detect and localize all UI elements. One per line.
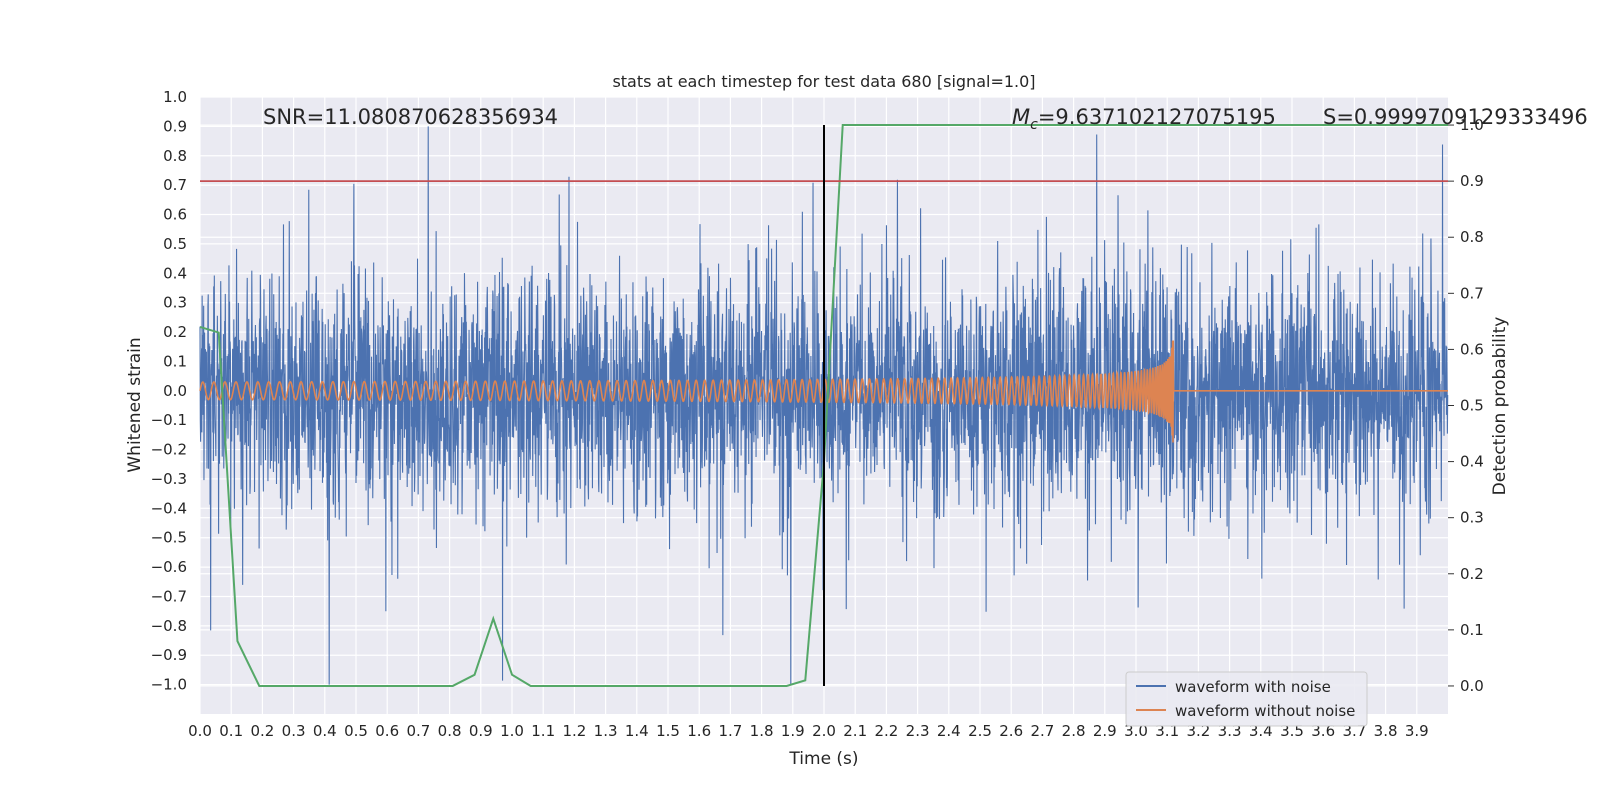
x-tick-label: 0.8 (438, 722, 462, 740)
y-tick-label: 0.1 (163, 352, 187, 370)
legend-box (1125, 671, 1368, 727)
chirp-mass-value: =9.637102127075195 (1038, 105, 1276, 129)
x-tick-label: 0.9 (469, 722, 493, 740)
y-tick-label: −0.5 (151, 529, 187, 547)
x-tick-label: 2.5 (968, 722, 992, 740)
y-axis-label: Whitened strain (125, 337, 145, 472)
x-tick-label: 1.3 (594, 722, 618, 740)
y-tick-label: 0.9 (163, 117, 187, 135)
chart-title: stats at each timestep for test data 680… (612, 72, 1035, 91)
x-tick-label: 1.7 (718, 722, 742, 740)
y-tick-label: −0.1 (151, 411, 187, 429)
x-tick-label: 1.0 (500, 722, 524, 740)
y-tick-label: 0.3 (163, 294, 187, 312)
y-tick-label: −1.0 (151, 676, 187, 694)
x-tick-label: 1.8 (750, 722, 774, 740)
x-tick-label: 2.8 (1062, 722, 1086, 740)
y-tick-label: −0.6 (151, 558, 187, 576)
legend-label-chirp: waveform without noise (1175, 702, 1355, 720)
x-tick-label: 1.6 (687, 722, 711, 740)
x-tick-label: 0.7 (406, 722, 430, 740)
y-tick-label: 0.0 (163, 382, 187, 400)
y2-tick-label: 0.6 (1460, 340, 1484, 358)
y-tick-label: 0.2 (163, 323, 187, 341)
x-tick-label: 2.1 (843, 722, 867, 740)
y2-tick-label: 1.0 (1460, 116, 1484, 134)
x-tick-label: 0.0 (188, 722, 212, 740)
x-tick-label: 1.9 (781, 722, 805, 740)
y2-tick-label: 0.8 (1460, 228, 1484, 246)
y2-tick-label: 0.9 (1460, 172, 1484, 190)
s-annotation: S=0.9999709129333496 (1323, 105, 1588, 129)
chirp-mass-subscript: c (1030, 117, 1038, 133)
x-tick-label: 3.8 (1374, 722, 1398, 740)
y-tick-label: −0.3 (151, 470, 187, 488)
y-tick-label: 0.8 (163, 147, 187, 165)
x-tick-label: 3.9 (1405, 722, 1429, 740)
y-tick-label: 0.4 (163, 264, 187, 282)
x-tick-label: 2.3 (906, 722, 930, 740)
y2-axis-ticks: 1.0 0.9 0.8 0.7 0.6 0.5 0.4 0.3 0.2 0.1 0.0 (1448, 116, 1484, 695)
x-axis-label: Time (s) (788, 749, 858, 769)
x-tick-label: 2.2 (874, 722, 898, 740)
x-tick-label: 2.4 (937, 722, 961, 740)
x-tick-label: 0.3 (282, 722, 306, 740)
y-tick-label: −0.2 (151, 441, 187, 459)
x-tick-label: 1.5 (656, 722, 680, 740)
y-tick-label: 1.0 (163, 88, 187, 106)
y2-tick-label: 0.7 (1460, 284, 1484, 302)
y-tick-label: −0.4 (151, 499, 187, 517)
y2-tick-label: 0.4 (1460, 453, 1484, 471)
y-tick-label: 0.5 (163, 235, 187, 253)
y-tick-label: −0.7 (151, 587, 187, 605)
legend-label-noise: waveform with noise (1175, 678, 1331, 696)
y-tick-label: −0.8 (151, 617, 187, 635)
x-tick-label: 0.5 (344, 722, 368, 740)
y-tick-label: −0.9 (151, 646, 187, 664)
x-tick-label: 1.4 (625, 722, 649, 740)
y-tick-label: 0.7 (163, 176, 187, 194)
x-tick-label: 1.2 (562, 722, 586, 740)
overlays-layer (200, 125, 1448, 686)
chirp-mass-symbol: M (1012, 105, 1030, 129)
x-tick-label: 0.4 (313, 722, 337, 740)
x-tick-label: 2.6 (999, 722, 1023, 740)
x-tick-label: 0.6 (375, 722, 399, 740)
x-tick-label: 1.1 (531, 722, 555, 740)
x-tick-label: 0.1 (219, 722, 243, 740)
x-tick-label: 2.9 (1093, 722, 1117, 740)
y2-tick-label: 0.5 (1460, 397, 1484, 415)
y2-tick-label: 0.1 (1460, 621, 1484, 639)
legend: waveform with noise waveform without noi… (1125, 671, 1368, 727)
x-tick-label: 2.0 (812, 722, 836, 740)
y-tick-label: 0.6 (163, 206, 187, 224)
y-axis-ticks: 1.0 0.9 0.8 0.7 0.6 0.5 0.4 0.3 0.2 0.1 0.0 −0.1 −0.… (151, 88, 187, 694)
y2-tick-label: 0.0 (1460, 677, 1484, 695)
y2-tick-label: 0.3 (1460, 509, 1484, 527)
chirp-mass-annotation: Mc=9.637102127075195 (1012, 105, 1276, 133)
y2-tick-label: 0.2 (1460, 565, 1484, 583)
snr-annotation: SNR=11.080870628356934 (263, 105, 558, 129)
x-tick-label: 0.2 (250, 722, 274, 740)
x-tick-label: 2.7 (1030, 722, 1054, 740)
y2-axis-label: Detection probability (1490, 317, 1510, 496)
